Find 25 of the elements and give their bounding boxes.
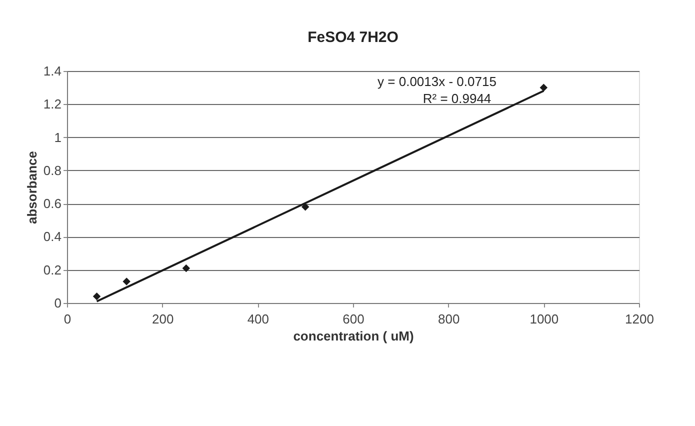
y-tick-label: 1.2 (43, 96, 62, 112)
y-tick-label: 0 (54, 296, 62, 310)
annotation: R² = 0.9944 (422, 91, 492, 106)
x-tick-label: 1000 (530, 312, 559, 326)
x-tick-label: 800 (438, 312, 460, 326)
y-tick-label: 1.4 (43, 64, 62, 78)
x-tick-label: 1200 (625, 312, 654, 326)
y-axis-title: absorbance (24, 151, 40, 224)
x-tick-label: 400 (247, 312, 270, 326)
y-tick-label: 0.2 (43, 262, 62, 278)
y-tick-label: 0.8 (43, 162, 62, 178)
y-tick-label: 0.6 (43, 196, 62, 212)
x-tick-label: 0 (64, 312, 72, 326)
point (182, 264, 190, 272)
point (540, 84, 548, 92)
point (301, 203, 310, 211)
x-tick-label: 600 (342, 312, 364, 326)
x-axis-title: concentration ( uM) (293, 328, 414, 344)
y-tick-label: 0.4 (43, 229, 62, 244)
chart-title: FeSO4 7H2O (308, 29, 399, 46)
point (92, 292, 101, 300)
annotation: y = 0.0013x - 0.0715 (378, 74, 496, 89)
point (122, 278, 130, 286)
x-tick-label: 200 (152, 312, 174, 326)
y-tick-label: 1 (54, 130, 62, 145)
